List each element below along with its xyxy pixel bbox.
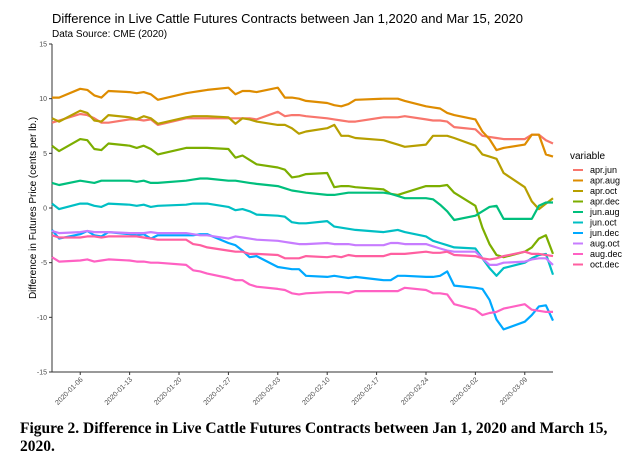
series-line-jun-dec <box>51 229 554 331</box>
chart-subtitle: Data Source: CME (2020) <box>52 29 167 40</box>
x-tick-label: 2020-02-24 <box>400 376 430 406</box>
series-lines <box>51 86 555 331</box>
y-tick-label: -5 <box>41 260 47 267</box>
series-line-oct-dec <box>51 234 554 261</box>
x-tick-label: 2020-01-13 <box>104 376 134 406</box>
chart: Difference in Live Cattle Futures Contra… <box>28 11 623 407</box>
y-tick-label: -15 <box>37 370 47 377</box>
legend-label: apr.aug <box>590 176 620 186</box>
series-line-aug-dec <box>51 256 553 317</box>
legend-label: jun.oct <box>589 218 617 228</box>
series-line-apr-dec <box>51 138 555 259</box>
legend-label: jun.dec <box>589 228 620 238</box>
legend-title: variable <box>570 151 605 162</box>
series-line-jun-aug <box>51 177 553 222</box>
legend-label: jun.aug <box>589 207 620 217</box>
chart-title: Difference in Live Cattle Futures Contra… <box>52 11 523 26</box>
y-tick-label: 10 <box>39 96 47 103</box>
legend-label: aug.dec <box>590 249 623 259</box>
x-tick-label: 2020-02-10 <box>301 376 331 406</box>
x-tick-label: 2020-01-20 <box>153 376 183 406</box>
legend-label: apr.oct <box>590 186 618 196</box>
legend-label: apr.jun <box>590 165 617 175</box>
figure-caption: Figure 2. Difference in Live Cattle Futu… <box>20 420 608 455</box>
y-tick-label: 15 <box>39 42 47 49</box>
legend-label: apr.dec <box>590 197 620 207</box>
x-tick-label: 2020-01-27 <box>203 376 233 406</box>
x-tick-label: 2020-02-03 <box>252 376 282 406</box>
y-tick-label: -10 <box>37 315 47 322</box>
x-tick-label: 2020-03-09 <box>499 376 529 406</box>
series-line-apr-aug <box>52 86 554 158</box>
legend-label: oct.dec <box>590 260 620 270</box>
legend-label: aug.oct <box>590 239 620 249</box>
series-line-apr-oct <box>51 109 554 211</box>
y-axis-title: Difference in Futures Price (cents per l… <box>28 117 39 299</box>
legend: variable apr.junapr.augapr.octapr.decjun… <box>570 151 623 270</box>
y-tick-label: 0 <box>43 206 47 213</box>
y-axis: 15 10 5 0 -5 -10 -15 <box>37 42 53 377</box>
x-tick-label: 2020-01-06 <box>54 376 84 406</box>
x-tick-label: 2020-02-17 <box>351 376 381 406</box>
x-axis: 2020-01-06 2020-01-13 2020-01-20 2020-01-27… <box>52 371 553 407</box>
x-tick-label: 2020-03-02 <box>450 376 480 406</box>
y-tick-label: 5 <box>43 151 47 158</box>
